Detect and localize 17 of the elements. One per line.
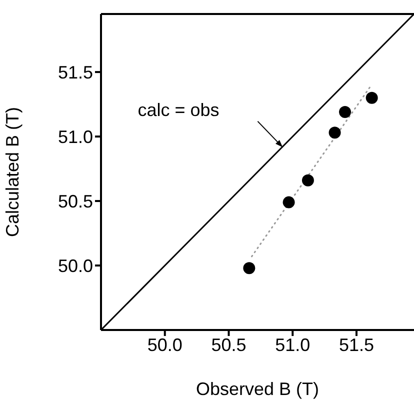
point [328,126,341,139]
point [302,174,314,186]
y-tick-label: 51.0 [58,126,93,147]
x-tick-label: 51.5 [338,334,374,355]
y-tick-label: 50.0 [58,256,93,276]
point [339,106,352,118]
point [282,196,295,208]
y-tick-label: 50.5 [58,191,93,212]
point [366,92,378,104]
annotation: calc = obs [138,100,220,120]
x-tick-label: 51.0 [275,334,310,355]
x-axis-title: Observed B (T) [196,379,320,399]
y-axis-title: Calculated B (T) [2,106,22,238]
x-tick-label: 50.5 [211,334,246,355]
y-tick-label: 51.5 [58,62,93,82]
x-tick-label: 50.0 [147,334,182,355]
point [243,262,256,274]
